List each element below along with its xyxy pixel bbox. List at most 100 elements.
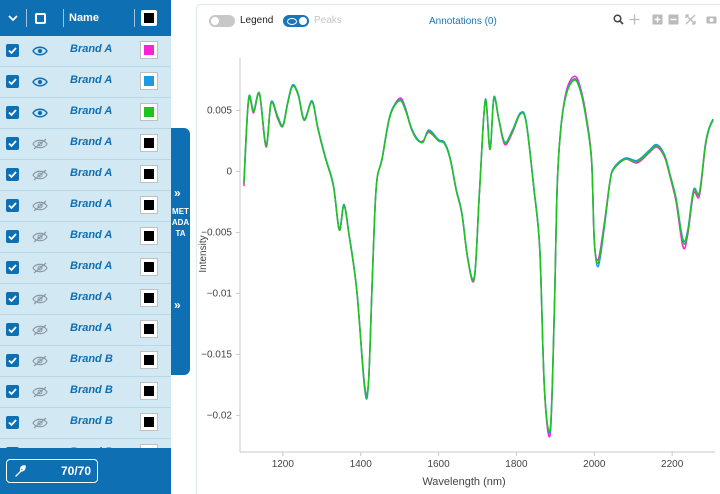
wrench-icon xyxy=(15,465,26,477)
zoom-out-icon[interactable] xyxy=(668,14,679,25)
row-checkbox[interactable] xyxy=(6,106,19,119)
list-item[interactable]: Brand A xyxy=(0,129,171,160)
y-tick-label: −0.015 xyxy=(201,349,232,360)
spectrum-name: Brand A xyxy=(70,322,113,334)
spectrum-name: Brand A xyxy=(70,43,113,55)
list-item[interactable]: Brand B xyxy=(0,377,171,408)
spectrum-name: Brand B xyxy=(70,353,113,365)
eye-off-icon[interactable] xyxy=(31,354,49,368)
x-tick-label: 1800 xyxy=(505,459,528,470)
zoom-in-icon[interactable] xyxy=(652,14,663,25)
color-swatch[interactable] xyxy=(140,444,158,448)
color-swatch[interactable] xyxy=(140,103,158,121)
row-checkbox[interactable] xyxy=(6,323,19,336)
list-item[interactable]: Brand B xyxy=(0,408,171,439)
y-tick-label: −0.02 xyxy=(207,410,233,421)
collapse-chevron-icon[interactable] xyxy=(0,0,26,36)
y-tick-label: −0.01 xyxy=(207,288,233,299)
list-item[interactable]: Brand A xyxy=(0,160,171,191)
list-item[interactable]: Brand A xyxy=(0,36,171,67)
row-checkbox[interactable] xyxy=(6,199,19,212)
zoom-icon[interactable] xyxy=(613,14,624,25)
row-checkbox[interactable] xyxy=(6,230,19,243)
spectrum-name: Brand A xyxy=(70,74,113,86)
color-swatch[interactable] xyxy=(140,258,158,276)
row-checkbox[interactable] xyxy=(6,292,19,305)
eye-off-icon[interactable] xyxy=(31,199,49,213)
eye-off-icon[interactable] xyxy=(31,292,49,306)
count-button[interactable]: 70/70 xyxy=(6,459,98,483)
peaks-toggle[interactable] xyxy=(283,15,309,27)
eye-off-icon[interactable] xyxy=(31,385,49,399)
table-header: Name xyxy=(0,0,171,36)
color-swatch[interactable] xyxy=(140,41,158,59)
spectrum-name: Brand A xyxy=(70,198,113,210)
eye-icon[interactable] xyxy=(31,106,49,120)
color-swatch[interactable] xyxy=(140,196,158,214)
color-column-header[interactable] xyxy=(140,0,158,36)
color-swatch[interactable] xyxy=(140,413,158,431)
table-footer: 70/70 xyxy=(0,448,171,494)
eye-off-icon[interactable] xyxy=(31,261,49,275)
list-item[interactable]: Brand A xyxy=(0,191,171,222)
y-tick-label: −0.005 xyxy=(201,227,232,238)
annotations-button[interactable]: Annotations (0) xyxy=(429,16,497,27)
x-tick-label: 2000 xyxy=(583,459,606,470)
eye-off-icon[interactable] xyxy=(31,168,49,182)
eye-off-icon[interactable] xyxy=(31,137,49,151)
color-swatch[interactable] xyxy=(140,165,158,183)
expand-chevron-icon: » xyxy=(174,186,181,200)
row-checkbox[interactable] xyxy=(6,75,19,88)
row-checkbox[interactable] xyxy=(6,44,19,57)
color-swatch[interactable] xyxy=(140,72,158,90)
y-axis-label: Intensity xyxy=(198,235,209,272)
select-all-checkbox[interactable] xyxy=(27,0,53,36)
spectrum-name: Brand A xyxy=(70,229,113,241)
autoscale-icon[interactable] xyxy=(685,14,696,25)
eye-off-icon[interactable] xyxy=(31,323,49,337)
color-swatch[interactable] xyxy=(140,289,158,307)
row-checkbox[interactable] xyxy=(6,137,19,150)
y-tick-label: 0 xyxy=(226,166,232,177)
list-item[interactable]: Brand B xyxy=(0,346,171,377)
color-swatch[interactable] xyxy=(140,351,158,369)
spectrum-name: Brand B xyxy=(70,446,113,448)
metadata-tab-label: METADATA xyxy=(171,207,190,238)
eye-icon[interactable] xyxy=(31,75,49,89)
list-item[interactable]: Brand A xyxy=(0,98,171,129)
x-tick-label: 1400 xyxy=(350,459,373,470)
pan-icon[interactable] xyxy=(629,14,640,25)
row-checkbox[interactable] xyxy=(6,385,19,398)
legend-toggle-label: Legend xyxy=(240,15,274,26)
legend-toggle[interactable] xyxy=(209,15,235,27)
row-checkbox[interactable] xyxy=(6,447,19,448)
list-item[interactable]: Brand B xyxy=(0,439,171,448)
list-item[interactable]: Brand A xyxy=(0,284,171,315)
color-swatch[interactable] xyxy=(140,227,158,245)
x-tick-label: 1200 xyxy=(272,459,295,470)
color-swatch[interactable] xyxy=(140,382,158,400)
row-checkbox[interactable] xyxy=(6,261,19,274)
color-swatch[interactable] xyxy=(140,320,158,338)
spectrum-name: Brand B xyxy=(70,384,113,396)
list-item[interactable]: Brand A xyxy=(0,253,171,284)
spectrum-line-3 xyxy=(243,79,714,432)
eye-off-icon[interactable] xyxy=(31,416,49,430)
spectra-list: Brand A Brand A Brand A Brand A Brand A Brand… xyxy=(0,36,171,448)
camera-icon[interactable] xyxy=(706,14,717,25)
eye-icon[interactable] xyxy=(31,44,49,58)
eye-off-icon[interactable] xyxy=(31,230,49,244)
list-item[interactable]: Brand A xyxy=(0,315,171,346)
spectra-count: 70/70 xyxy=(60,464,91,478)
metadata-tab[interactable]: » METADATA » xyxy=(171,128,190,375)
spectrum-name: Brand A xyxy=(70,260,113,272)
row-checkbox[interactable] xyxy=(6,416,19,429)
color-swatch[interactable] xyxy=(140,134,158,152)
row-checkbox[interactable] xyxy=(6,168,19,181)
row-checkbox[interactable] xyxy=(6,354,19,367)
spectrum-line-2 xyxy=(243,77,714,434)
list-item[interactable]: Brand A xyxy=(0,222,171,253)
name-column-header[interactable]: Name xyxy=(69,12,99,24)
list-item[interactable]: Brand A xyxy=(0,67,171,98)
